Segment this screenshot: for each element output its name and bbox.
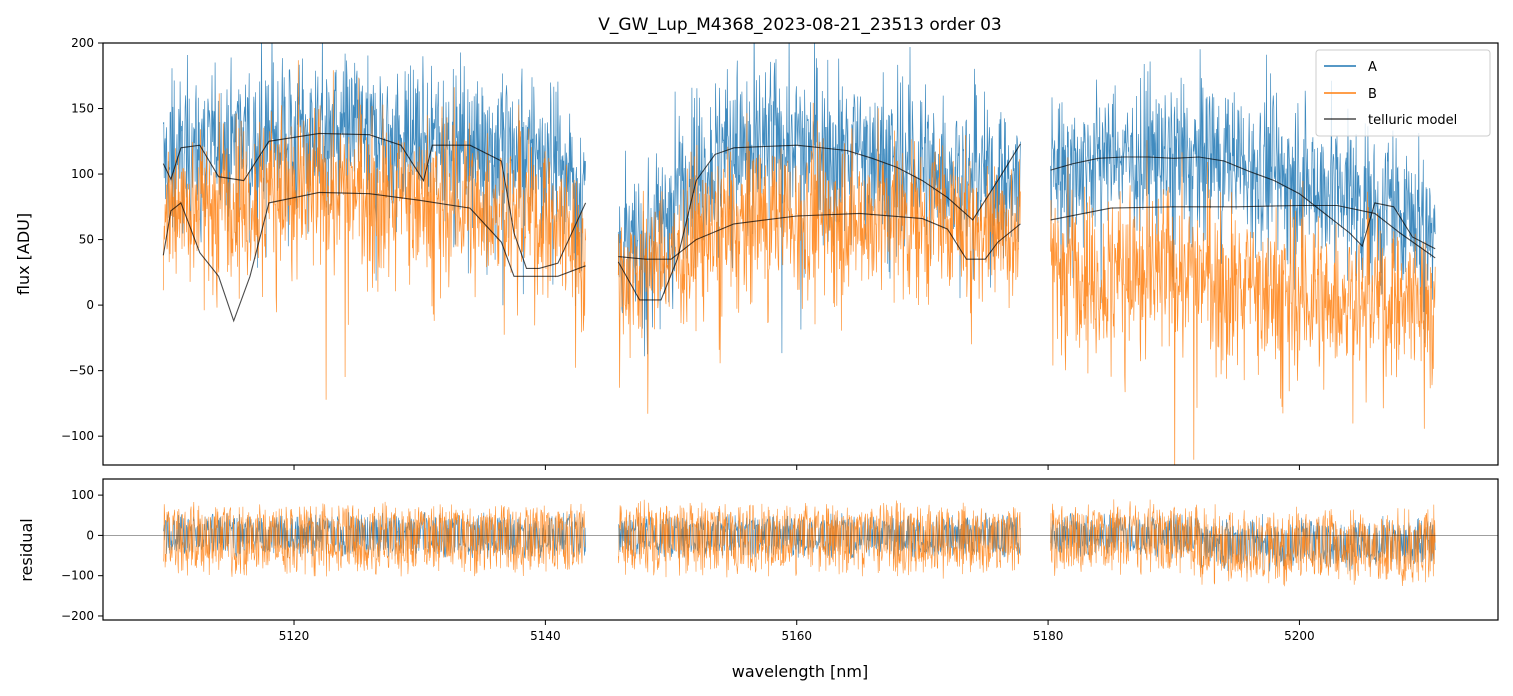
x-tick-label: 5120 <box>279 629 310 643</box>
x-tick-label: 5140 <box>530 629 561 643</box>
residual-a-segment-2 <box>1050 512 1436 574</box>
bottom-y-tick-label: −200 <box>61 609 94 623</box>
legend-label-model: telluric model <box>1368 113 1457 128</box>
series-b-segment-0 <box>162 60 586 400</box>
x-tick-label: 5160 <box>781 629 812 643</box>
chart-title: V_GW_Lup_M4368_2023-08-21_23513 order 03 <box>598 15 1001 35</box>
top-y-tick-label: 0 <box>86 298 94 312</box>
top-y-ticks: −100 −50 0 50 100 150 200 <box>61 36 103 443</box>
telluric-model-lines <box>162 132 1436 323</box>
legend-label-a: A <box>1368 60 1377 75</box>
top-axes-frame <box>102 42 1499 466</box>
top-y-axis-label: flux [ADU] <box>14 213 33 295</box>
series-a-segment-0 <box>162 43 586 307</box>
bottom-y-tick-label: −100 <box>61 569 94 583</box>
top-y-tick-label: 100 <box>71 167 94 181</box>
legend-label-b: B <box>1368 87 1377 102</box>
top-y-tick-label: 150 <box>71 102 94 116</box>
top-x-ticks <box>293 465 1300 470</box>
bottom-y-tick-label: 100 <box>71 488 94 502</box>
series-b-segment-1 <box>617 102 1021 414</box>
bottom-y-axis-label: residual <box>17 518 36 581</box>
residual-b-segment-1 <box>618 499 1021 579</box>
top-y-tick-label: −50 <box>69 364 94 378</box>
residual-b-segment-2 <box>1050 499 1436 587</box>
telluric-model-upper <box>162 132 1436 301</box>
bottom-y-ticks: −200 −100 0 100 <box>61 488 103 623</box>
top-y-tick-label: 50 <box>79 233 94 247</box>
legend: A B telluric model <box>1315 49 1491 137</box>
top-y-tick-label: 200 <box>71 36 94 50</box>
telluric-model-lower <box>162 191 1436 323</box>
top-series-b <box>162 60 1436 465</box>
series-b-segment-2 <box>1050 140 1436 465</box>
bottom-x-ticks: 5120 5140 5160 5180 5200 <box>279 620 1315 643</box>
residual-series-b <box>163 499 1436 587</box>
x-axis-label: wavelength [nm] <box>732 662 869 681</box>
residual-b-segment-0 <box>163 501 586 577</box>
series-a-segment-2 <box>1050 49 1436 344</box>
bottom-y-tick-label: 0 <box>86 528 94 542</box>
x-tick-label: 5180 <box>1033 629 1064 643</box>
top-y-tick-label: −100 <box>61 429 94 443</box>
bottom-axes-frame <box>102 478 1499 621</box>
legend-box <box>1315 49 1491 137</box>
x-tick-label: 5200 <box>1284 629 1315 643</box>
